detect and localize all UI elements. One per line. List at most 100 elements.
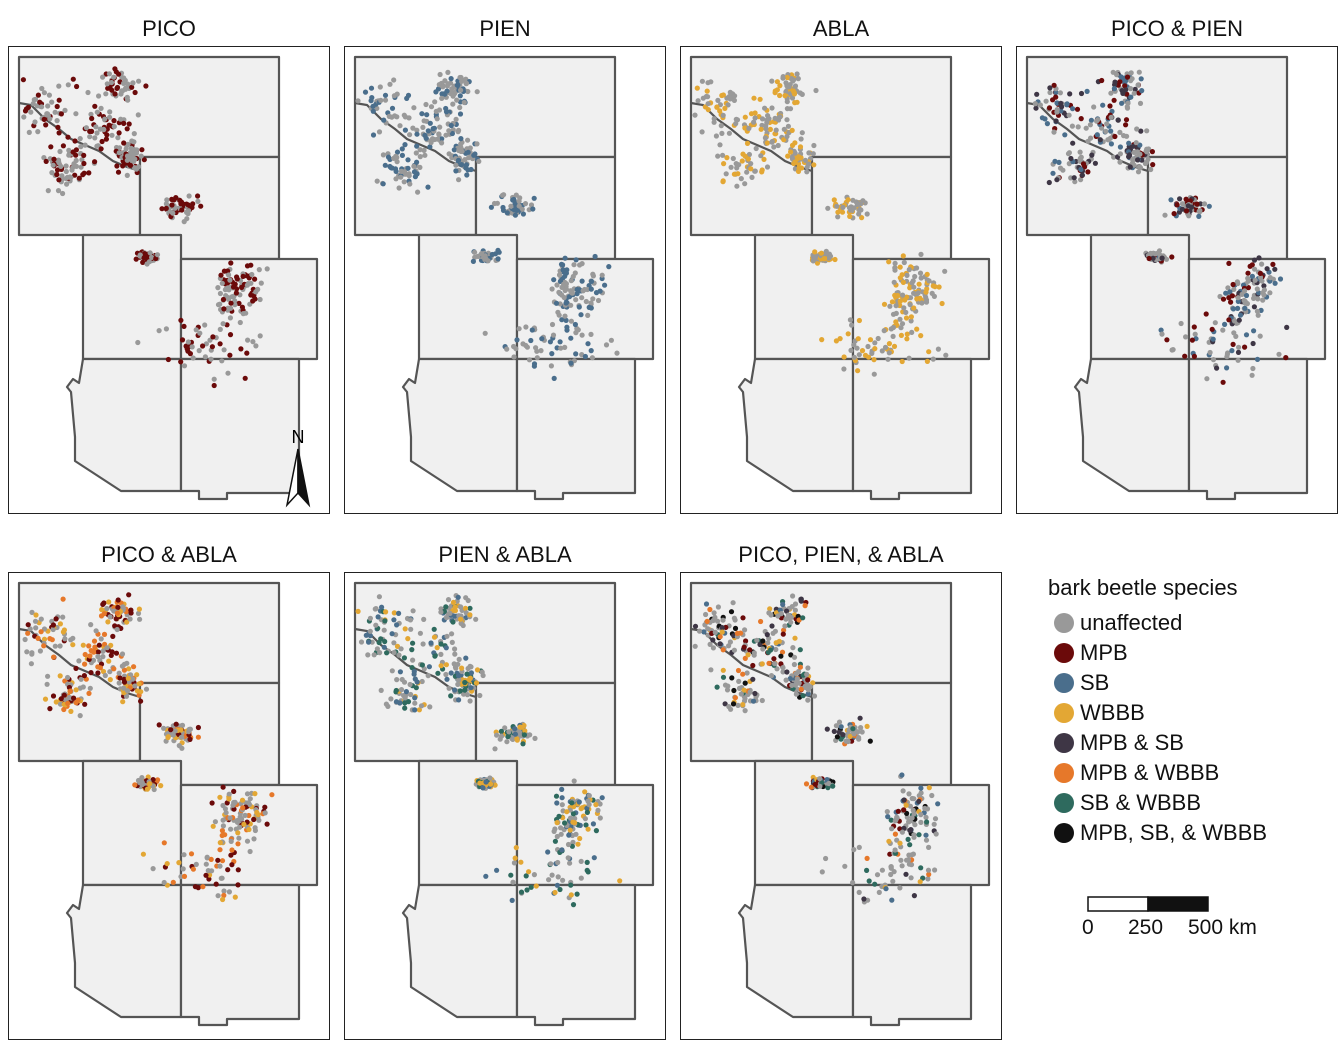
plot-point xyxy=(492,746,498,752)
plot-point xyxy=(931,293,937,299)
plot-point xyxy=(1043,98,1049,104)
plot-point xyxy=(584,809,590,815)
plot-point xyxy=(220,823,226,829)
plot-point xyxy=(235,867,241,873)
legend-label: SB xyxy=(1080,670,1110,695)
plot-point xyxy=(72,138,78,144)
plot-point xyxy=(235,841,241,847)
plot-point xyxy=(733,121,739,127)
plot-point xyxy=(845,197,851,203)
plot-point xyxy=(804,671,810,677)
plot-point xyxy=(588,348,594,354)
plot-point xyxy=(569,290,575,296)
plot-point xyxy=(399,152,405,158)
plot-point xyxy=(751,119,757,125)
plot-point xyxy=(1169,254,1175,260)
plot-point xyxy=(1111,154,1117,160)
plot-point xyxy=(789,127,795,133)
plot-point xyxy=(169,202,175,208)
state-boundary xyxy=(65,883,183,1019)
plot-point xyxy=(140,851,146,857)
plot-point xyxy=(1103,128,1109,134)
plot-point xyxy=(874,872,881,878)
plot-point xyxy=(414,159,420,165)
plot-point xyxy=(516,198,522,204)
plot-point xyxy=(590,296,596,302)
plot-point xyxy=(744,670,750,676)
plot-point xyxy=(705,101,711,107)
plot-point xyxy=(570,811,576,817)
plot-point xyxy=(65,700,71,706)
plot-point xyxy=(584,805,590,811)
plot-point xyxy=(220,896,226,903)
plot-point xyxy=(58,163,64,169)
plot-point xyxy=(907,302,913,308)
plot-point xyxy=(720,92,726,98)
plot-point xyxy=(150,866,156,872)
plot-point xyxy=(1212,320,1218,326)
plot-point xyxy=(585,341,591,347)
plot-point xyxy=(914,265,920,271)
plot-point xyxy=(935,801,941,807)
plot-point xyxy=(504,346,510,352)
plot-point xyxy=(799,91,805,97)
plot-point xyxy=(715,153,721,159)
plot-point xyxy=(742,655,748,661)
plot-point xyxy=(1126,152,1133,158)
plot-point xyxy=(1078,177,1084,183)
plot-point xyxy=(401,169,408,175)
plot-point xyxy=(54,167,61,173)
plot-point xyxy=(234,274,240,280)
plot-point xyxy=(367,615,373,621)
plot-point xyxy=(106,71,112,77)
plot-point xyxy=(96,93,102,99)
plot-point xyxy=(95,670,101,676)
plot-point xyxy=(821,256,827,262)
plot-point xyxy=(710,637,716,643)
plot-point xyxy=(1242,298,1248,304)
plot-point xyxy=(554,882,560,888)
plot-point xyxy=(1128,94,1134,100)
plot-point xyxy=(49,99,55,105)
plot-point xyxy=(508,203,514,209)
plot-point xyxy=(56,83,62,89)
plot-point xyxy=(226,272,232,278)
plot-point xyxy=(107,114,113,120)
plot-point xyxy=(900,253,906,259)
plot-point xyxy=(1077,149,1083,155)
plot-point xyxy=(759,697,765,704)
plot-point xyxy=(1148,250,1154,256)
plot-point xyxy=(381,644,387,650)
plot-point xyxy=(1075,124,1081,130)
plot-point xyxy=(95,653,101,660)
plot-point xyxy=(811,142,817,149)
plot-point xyxy=(1158,327,1164,333)
plot-point xyxy=(558,831,564,837)
plot-point xyxy=(897,316,903,322)
plot-point xyxy=(58,696,64,702)
plot-point xyxy=(56,177,62,183)
plot-point xyxy=(1117,159,1123,165)
plot-point xyxy=(582,353,588,360)
plot-point xyxy=(121,667,127,673)
plot-point xyxy=(897,298,903,304)
plot-point xyxy=(758,153,764,159)
plot-point xyxy=(1207,349,1213,356)
plot-point xyxy=(753,145,759,152)
plot-point xyxy=(462,679,468,686)
plot-point xyxy=(38,616,44,622)
plot-point xyxy=(131,139,137,145)
plot-point xyxy=(713,133,719,139)
plot-point xyxy=(232,302,238,308)
plot-point xyxy=(1261,287,1267,293)
plot-point xyxy=(1118,74,1124,80)
plot-point xyxy=(443,662,449,668)
plot-point xyxy=(156,328,162,334)
plot-point xyxy=(453,168,459,174)
plot-point xyxy=(124,95,130,101)
plot-point xyxy=(511,196,517,203)
plot-point xyxy=(750,698,757,704)
plot-point xyxy=(1225,285,1231,291)
plot-point xyxy=(925,867,932,873)
plot-point xyxy=(757,641,763,648)
